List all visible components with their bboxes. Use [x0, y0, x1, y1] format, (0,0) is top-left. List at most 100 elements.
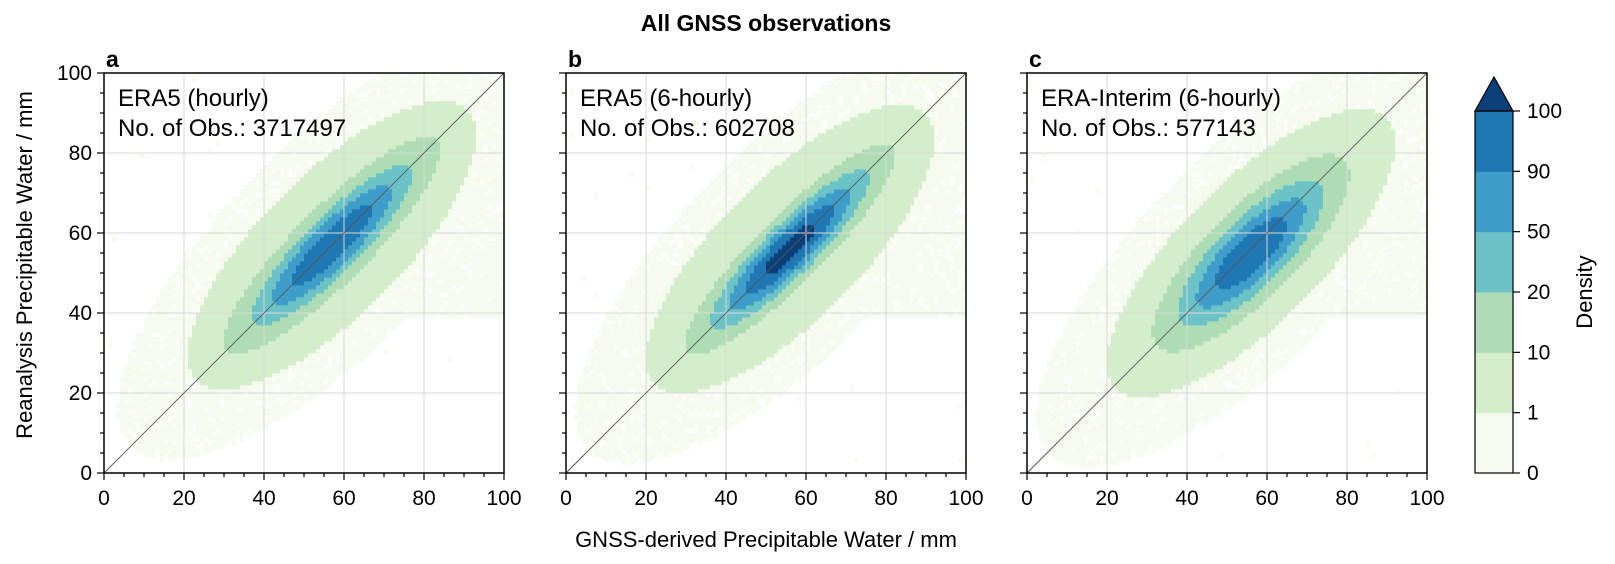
density-cell: [296, 161, 301, 166]
density-cell: [320, 325, 325, 330]
density-cell: [344, 361, 349, 366]
density-cell: [332, 185, 337, 190]
density-cell: [312, 381, 317, 386]
density-cell: [272, 309, 277, 314]
density-cell: [328, 157, 333, 162]
density-cell: [420, 149, 425, 154]
density-cell: [216, 237, 221, 242]
density-cell: [332, 289, 337, 294]
density-cell: [408, 193, 413, 198]
density-cell: [184, 317, 189, 322]
density-cell: [324, 269, 329, 274]
density-cell: [316, 253, 321, 258]
density-cell: [156, 385, 161, 390]
density-cell: [468, 157, 473, 162]
density-cell: [244, 245, 249, 250]
density-cell: [452, 113, 457, 118]
density-cell: [248, 217, 253, 222]
density-cell: [416, 129, 421, 134]
density-cell: [156, 409, 161, 414]
density-cell: [212, 437, 217, 442]
density-cell: [216, 229, 221, 234]
density-cell: [448, 165, 453, 170]
density-cell: [216, 353, 221, 358]
density-cell: [276, 233, 281, 238]
density-cell: [300, 309, 305, 314]
density-cell: [324, 277, 329, 282]
density-cell: [296, 317, 301, 322]
density-cell: [408, 189, 413, 194]
density-cell: [408, 149, 413, 154]
density-cell: [444, 237, 449, 242]
density-cell: [436, 145, 441, 150]
density-cell: [436, 209, 441, 214]
density-cell: [140, 421, 145, 426]
density-cell: [208, 429, 213, 434]
density-cell: [160, 377, 165, 382]
density-cell: [392, 233, 397, 238]
density-cell: [300, 297, 305, 302]
density-cell: [396, 173, 401, 178]
density-cell: [292, 397, 297, 402]
density-cell: [176, 309, 181, 314]
density-cell: [448, 257, 453, 262]
density-cell: [384, 121, 389, 126]
density-cell: [344, 329, 349, 334]
density-cell: [236, 333, 241, 338]
density-cell: [328, 113, 333, 118]
density-cell: [416, 293, 421, 298]
density-cell: [296, 337, 301, 342]
density-cell: [280, 213, 285, 218]
density-cell: [260, 237, 265, 242]
density-cell: [308, 377, 313, 382]
density-cell: [236, 233, 241, 238]
density-cell: [296, 329, 301, 334]
density-cell: [248, 253, 253, 258]
density-cell: [180, 413, 185, 418]
density-cell: [296, 233, 301, 238]
density-cell: [360, 181, 365, 186]
density-cell: [292, 149, 297, 154]
density-cell: [376, 245, 381, 250]
density-cell: [204, 321, 209, 326]
density-cell: [424, 105, 429, 110]
density-cell: [244, 429, 249, 434]
density-cell: [324, 337, 329, 342]
density-cell: [408, 257, 413, 262]
density-cell: [244, 229, 249, 234]
density-cell: [336, 229, 341, 234]
density-cell: [336, 337, 341, 342]
density-cell: [272, 233, 277, 238]
density-cell: [448, 117, 453, 122]
density-cell: [476, 257, 481, 262]
density-cell: [460, 161, 465, 166]
density-cell: [428, 129, 433, 134]
density-cell: [180, 397, 185, 402]
density-cell: [304, 209, 309, 214]
density-cell: [400, 281, 405, 286]
density-cell: [456, 217, 461, 222]
density-cell: [256, 349, 261, 354]
density-cell: [360, 333, 365, 338]
density-cell: [160, 401, 165, 406]
density-cell: [216, 413, 221, 418]
density-cell: [404, 237, 409, 242]
density-cell: [396, 285, 401, 290]
density-cell: [304, 293, 309, 298]
density-cell: [360, 109, 365, 114]
density-cell: [476, 253, 481, 258]
density-cell: [340, 185, 345, 190]
density-cell: [192, 265, 197, 270]
density-cell: [156, 397, 161, 402]
density-cell: [196, 261, 201, 266]
density-cell: [252, 429, 257, 434]
density-cell: [244, 313, 249, 318]
density-cell: [352, 189, 357, 194]
density-cell: [304, 281, 309, 286]
density-cell: [232, 309, 237, 314]
density-cell: [364, 153, 369, 158]
density-cell: [356, 205, 361, 210]
density-cell: [336, 129, 341, 134]
density-cell: [256, 201, 261, 206]
density-cell: [292, 185, 297, 190]
